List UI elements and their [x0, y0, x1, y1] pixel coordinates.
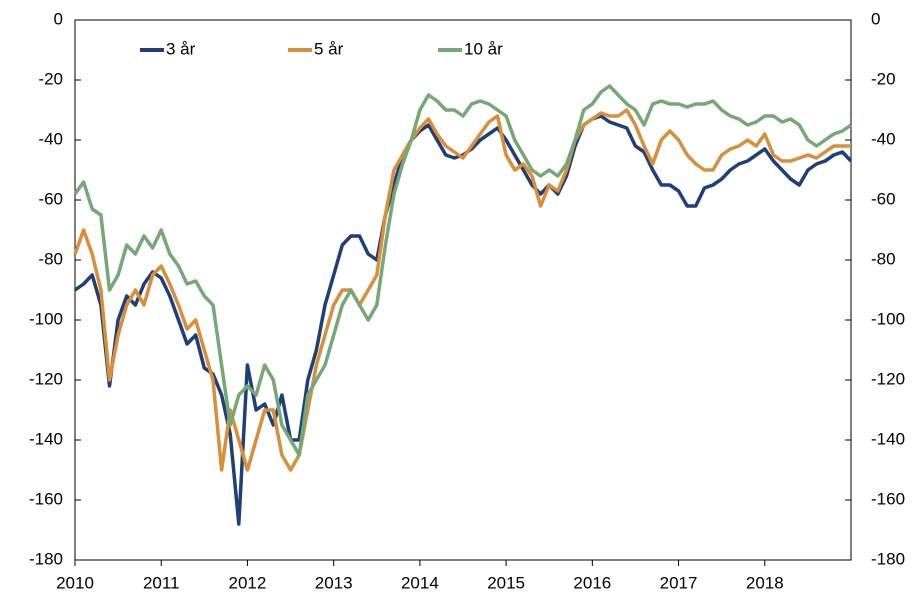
- y2-tick-label: -120: [871, 369, 905, 388]
- y-tick-label: -20: [38, 69, 63, 88]
- y2-tick-label: -20: [871, 69, 896, 88]
- x-tick-label: 2017: [660, 573, 698, 592]
- y-tick-label: -180: [29, 549, 63, 568]
- y-tick-label: 0: [54, 9, 63, 28]
- legend-label: 5 år: [314, 39, 344, 58]
- x-tick-label: 2016: [573, 573, 611, 592]
- x-tick-label: 2013: [315, 573, 353, 592]
- x-tick-label: 2012: [229, 573, 267, 592]
- x-tick-label: 2010: [56, 573, 94, 592]
- x-tick-label: 2011: [143, 573, 180, 592]
- series-line: [73, 108, 851, 472]
- y2-tick-label: -60: [871, 189, 896, 208]
- legend-label: 10 år: [464, 39, 503, 58]
- x-tick-label: 2014: [401, 573, 439, 592]
- x-tick-label: 2015: [487, 573, 525, 592]
- y-tick-label: -60: [38, 189, 63, 208]
- legend-label: 3 år: [166, 39, 196, 58]
- y2-tick-label: -100: [871, 309, 905, 328]
- y-tick-label: -100: [29, 309, 63, 328]
- x-tick-label: 2018: [746, 573, 784, 592]
- y2-tick-label: -140: [871, 429, 905, 448]
- series-line: [73, 84, 853, 457]
- y-tick-label: -140: [29, 429, 63, 448]
- y-tick-label: -120: [29, 369, 63, 388]
- y2-tick-label: -80: [871, 249, 896, 268]
- y-tick-label: -160: [29, 489, 63, 508]
- series-line: [73, 114, 853, 526]
- y2-tick-label: -160: [871, 489, 905, 508]
- y-tick-label: -40: [38, 129, 63, 148]
- y2-tick-label: 0: [871, 9, 880, 28]
- plot-frame: [74, 19, 852, 561]
- y2-tick-label: -40: [871, 129, 896, 148]
- y-tick-label: -80: [38, 249, 63, 268]
- y2-tick-label: -180: [871, 549, 905, 568]
